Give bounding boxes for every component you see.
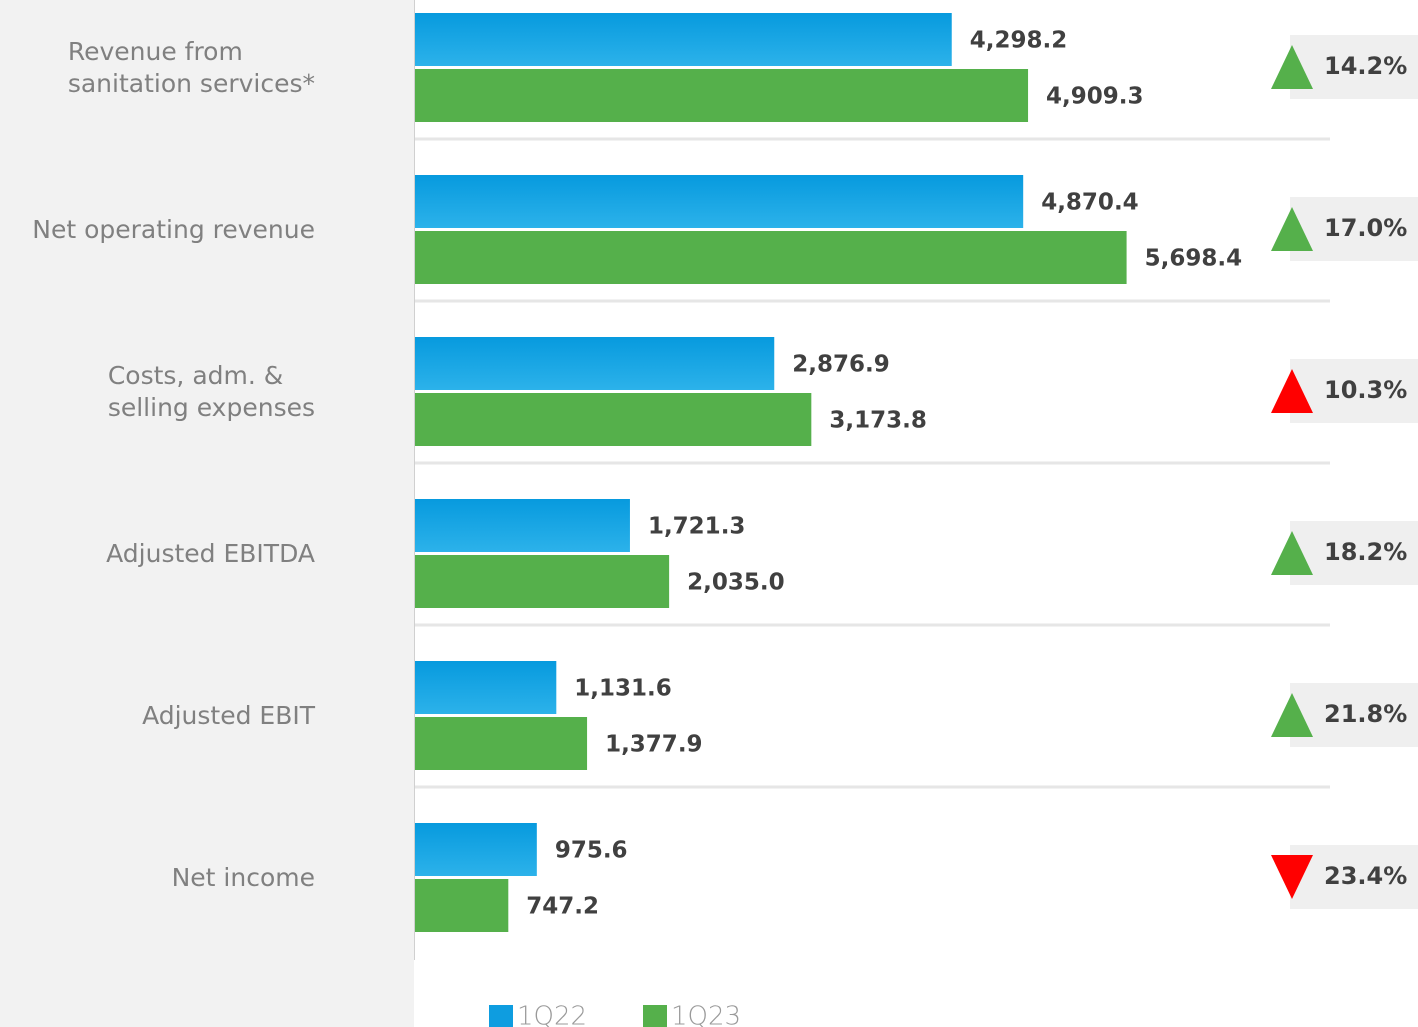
value-label: 1,721.3	[648, 514, 746, 540]
bar	[415, 69, 1029, 122]
bar	[415, 879, 509, 932]
bar	[415, 661, 557, 714]
value-label: 1,131.6	[574, 676, 672, 702]
arrow-up	[1271, 45, 1313, 89]
arrow-up	[1271, 531, 1313, 575]
category-label: Revenue from sanitation services*	[67, 37, 315, 98]
arrow-down	[1271, 855, 1313, 899]
category-label: Costs, adm. & selling expenses	[107, 361, 315, 422]
bar	[415, 337, 775, 390]
arrow-up	[1271, 207, 1313, 251]
label-panel	[0, 0, 414, 1027]
category-label: Adjusted EBITDA	[106, 539, 315, 568]
value-label: 4,909.3	[1046, 84, 1144, 110]
value-label: 2,035.0	[687, 570, 785, 596]
change-label: 23.4%	[1324, 862, 1407, 890]
category-label: Net income	[171, 863, 315, 892]
arrow-up	[1271, 693, 1313, 737]
legend-label: 1Q22	[517, 1002, 587, 1027]
bar	[415, 231, 1127, 284]
legend-label: 1Q23	[671, 1002, 741, 1027]
bar	[415, 499, 630, 552]
change-label: 10.3%	[1324, 376, 1407, 404]
bar	[415, 393, 812, 446]
arrow-up	[1271, 369, 1313, 413]
value-label: 4,298.2	[970, 28, 1068, 54]
value-label: 3,173.8	[829, 408, 927, 434]
bar	[415, 717, 588, 770]
value-label: 4,870.4	[1041, 190, 1139, 216]
change-label: 18.2%	[1324, 538, 1407, 566]
legend-swatch	[643, 1005, 667, 1027]
category-label: Net operating revenue	[32, 215, 315, 244]
value-label: 747.2	[526, 894, 599, 920]
value-label: 975.6	[555, 838, 628, 864]
bar	[415, 823, 537, 876]
change-label: 17.0%	[1324, 214, 1407, 242]
category-label: Adjusted EBIT	[142, 701, 315, 730]
change-label: 14.2%	[1324, 52, 1407, 80]
legend-swatch	[489, 1005, 513, 1027]
bar	[415, 175, 1024, 228]
value-label: 1,377.9	[605, 732, 703, 758]
value-label: 2,876.9	[792, 352, 890, 378]
bar	[415, 555, 670, 608]
bar	[415, 13, 952, 66]
change-label: 21.8%	[1324, 700, 1407, 728]
value-label: 5,698.4	[1145, 246, 1243, 272]
